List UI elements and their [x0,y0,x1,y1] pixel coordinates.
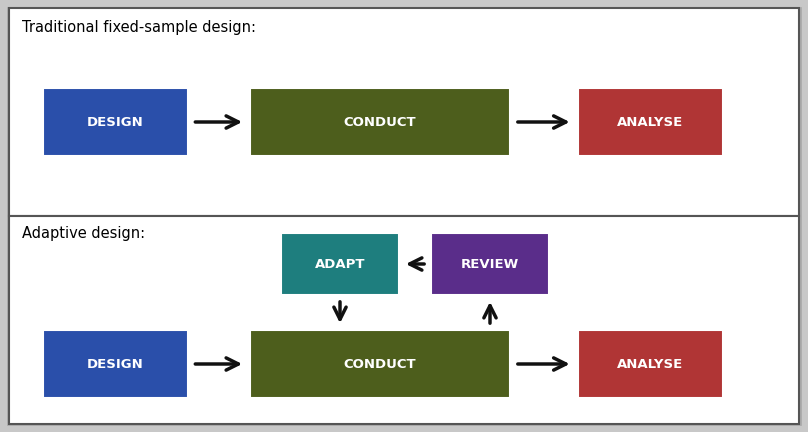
Text: CONDUCT: CONDUCT [343,358,416,371]
Bar [9,216,799,424]
Bar [43,88,187,156]
Bar [43,330,187,398]
Bar [281,233,399,295]
Text: CONDUCT: CONDUCT [343,115,416,128]
Bar [9,8,799,216]
Bar [578,330,722,398]
Bar [250,88,510,156]
Text: DESIGN: DESIGN [86,358,143,371]
Text: Traditional fixed-sample design:: Traditional fixed-sample design: [22,20,256,35]
Text: DESIGN: DESIGN [86,115,143,128]
Bar [250,330,510,398]
Text: REVIEW: REVIEW [461,257,519,270]
Text: ANALYSE: ANALYSE [617,358,683,371]
Text: ANALYSE: ANALYSE [617,115,683,128]
Text: Adaptive design:: Adaptive design: [22,226,145,241]
Bar [578,88,722,156]
Bar [431,233,549,295]
Text: ADAPT: ADAPT [315,257,365,270]
